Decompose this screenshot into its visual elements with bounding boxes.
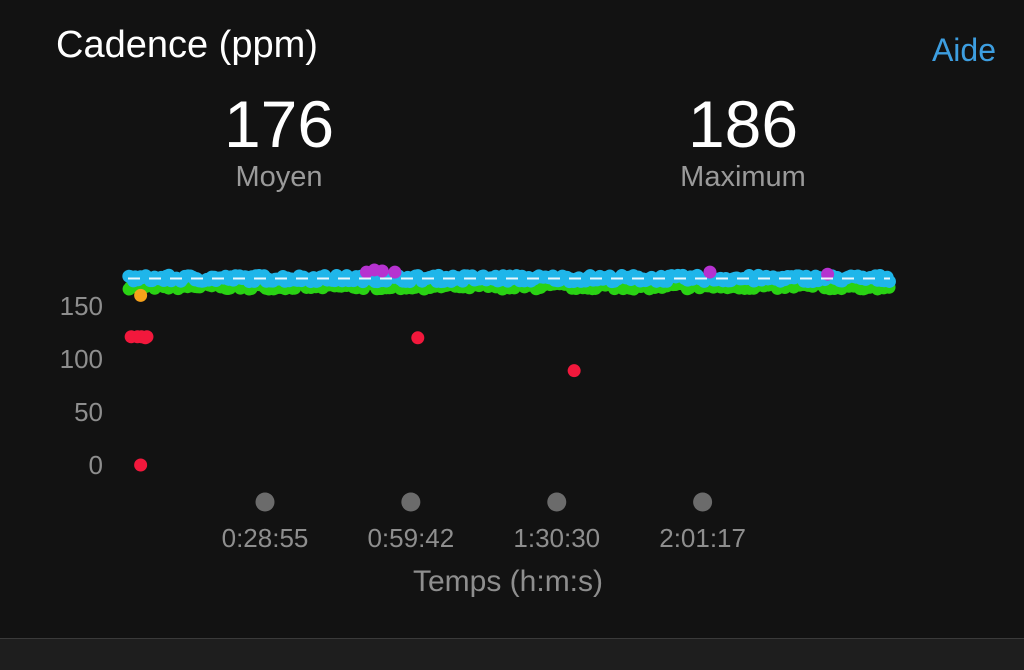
- x-axis-marker[interactable]: [693, 492, 713, 512]
- y-tick-label: 0: [89, 450, 103, 480]
- cadence-point: [140, 330, 154, 344]
- maximum-value: 186: [687, 87, 799, 161]
- maximum-label: Maximum: [680, 161, 806, 193]
- cadence-point: [388, 265, 402, 279]
- x-tick-label: 0:28:55: [222, 523, 309, 553]
- x-tick-label: 1:30:30: [513, 523, 600, 553]
- footer-bar: [0, 638, 1024, 670]
- x-axis-marker[interactable]: [547, 492, 567, 512]
- y-tick-label: 150: [60, 291, 103, 321]
- x-tick-label: 0:59:42: [367, 523, 454, 553]
- cadence-card: Cadence (ppm) Aide 176 Moyen 186 Maximum: [56, 24, 996, 194]
- y-tick-label: 50: [74, 397, 103, 427]
- x-axis-marker[interactable]: [255, 492, 275, 512]
- cadence-point: [882, 274, 896, 288]
- help-link[interactable]: Aide: [931, 32, 996, 68]
- maximum-stat: 186 Maximum: [613, 88, 873, 194]
- cadence-point: [375, 264, 389, 278]
- cadence-point: [567, 364, 581, 378]
- x-axis-marker[interactable]: [401, 492, 421, 512]
- cadence-point: [134, 458, 148, 472]
- chart-title: Cadence (ppm): [56, 24, 318, 66]
- average-label: Moyen: [235, 161, 323, 193]
- y-tick-label: 100: [60, 344, 103, 374]
- cadence-chart: 0 50 100 150 0:28:55 0:59:42 1:30:30 2:01:17 T…: [60, 263, 896, 598]
- cadence-point: [703, 265, 717, 279]
- x-axis-title: Temps (h:m:s): [413, 565, 603, 598]
- x-tick-label: 2:01:17: [659, 523, 746, 553]
- cadence-point: [134, 288, 148, 302]
- average-value: 176: [223, 87, 335, 161]
- cadence-point: [411, 331, 425, 345]
- average-stat: 176 Moyen: [149, 88, 409, 194]
